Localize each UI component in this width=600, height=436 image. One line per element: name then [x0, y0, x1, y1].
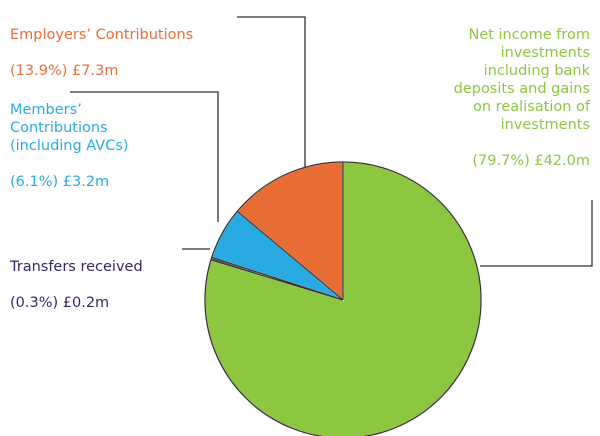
category-label: Employers’ Contributions [10, 27, 194, 43]
slice-label: Employers’ Contributions (13.9%) £7.3m [10, 8, 193, 98]
category-label: Net income from investments including ba… [453, 27, 590, 133]
slice-label: Net income from investments including ba… [454, 8, 590, 188]
slice-edge [236, 210, 344, 301]
leader-lines [70, 16, 593, 267]
value-label: (0.3%) £0.2m [10, 295, 110, 311]
slice-edge [211, 256, 344, 301]
value-label: (79.7%) £42.0m [472, 153, 590, 169]
category-label: Transfers received [10, 259, 143, 275]
value-label: (6.1%) £3.2m [10, 174, 110, 190]
leader-line [70, 91, 219, 222]
leader-line [480, 200, 593, 267]
slice-label: Transfers received (0.3%) £0.2m [10, 240, 143, 330]
leader-line [237, 16, 306, 168]
slice-label: Members’ Contributions (including AVCs) … [10, 83, 129, 209]
category-label: Members’ Contributions (including AVCs) [10, 102, 129, 154]
value-label: (13.9%) £7.3m [10, 63, 119, 79]
